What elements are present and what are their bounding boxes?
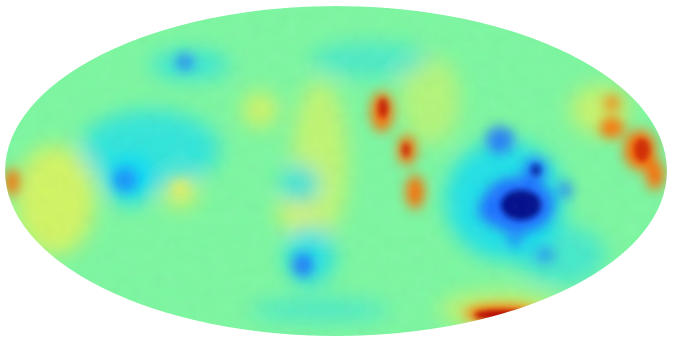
noise-texture [5,6,667,336]
sky-map [5,6,667,336]
